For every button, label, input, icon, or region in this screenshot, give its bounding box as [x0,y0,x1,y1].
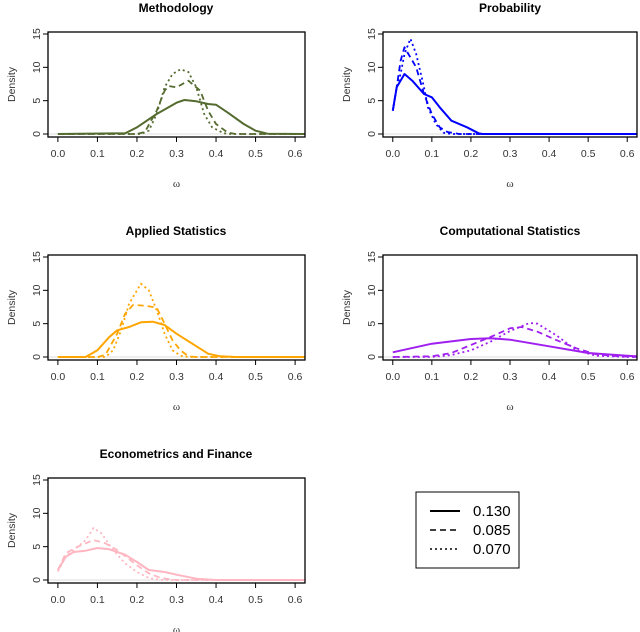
y-tick-label: 10 [31,61,43,73]
panel-applied-statistics: Applied Statistics 0.0 0.1 0.2 0.3 0.4 0.5 0.6 0… [6,224,306,413]
x-tick-label: 0.5 [581,371,596,383]
y-tick-label: 5 [31,98,43,104]
x-tick-label: 0.1 [90,371,105,383]
y-axis-label: Density [6,512,18,548]
density-curve-0.130 [391,73,637,135]
y-tick-label: 10 [366,61,378,73]
y-tick-label: 0 [31,354,43,360]
plot-frame [47,477,306,584]
x-tick-label: 0.5 [248,371,263,383]
x-tick-label: 0.0 [51,594,66,606]
x-tick-label: 0.4 [209,148,224,160]
x-tick-label: 0.2 [464,148,479,160]
x-tick-label: 0.3 [169,148,184,160]
density-curve-0.085 [391,46,637,135]
y-axis-label: Density [6,66,18,102]
legend-label: 0.070 [473,541,511,558]
y-tick-label: 10 [31,507,43,519]
plot-frame [382,254,638,361]
x-tick-label: 0.1 [425,148,440,160]
x-tick-label: 0.2 [130,148,145,160]
y-tick-label: 15 [31,28,43,40]
y-tick-label: 5 [366,321,378,327]
panel-title: Methodology [139,1,214,15]
y-axis-label: Density [6,289,18,325]
x-tick-label: 0.0 [385,148,400,160]
x-tick-label: 0.5 [581,148,596,160]
panel-probability: Probability 0.0 0.1 0.2 0.3 0.4 0.5 0.6 0 5 10 15 De… [341,1,638,190]
x-axis-label: ω [173,624,180,632]
x-tick-label: 0.5 [248,594,263,606]
x-tick-label: 0.1 [90,594,105,606]
density-curve-0.070 [57,527,305,581]
x-tick-label: 0.3 [169,371,184,383]
legend-label: 0.085 [473,522,511,539]
x-tick-label: 0.0 [385,371,400,383]
panel-computational-statistics: Computational Statistics 0.0 0.1 0.2 0.3 0.4 0… [341,224,638,413]
y-tick-label: 0 [31,577,43,583]
y-tick-label: 5 [31,544,43,550]
panel-title: Applied Statistics [126,224,227,238]
density-curve-0.130 [57,320,305,358]
panel-methodology: Methodology 0.0 0.1 0.2 0.3 0.4 0.5 0.6 0 5 10 15 De… [6,1,306,190]
x-tick-label: 0.0 [51,148,66,160]
y-tick-label: 5 [31,321,43,327]
y-tick-label: 5 [366,98,378,104]
density-curve-0.130 [57,99,305,135]
density-curve-0.085 [392,326,637,358]
x-tick-label: 0.2 [130,594,145,606]
y-tick-label: 15 [31,251,43,263]
y-axis-label: Density [341,289,353,325]
x-axis-label: ω [506,401,513,413]
y-axis-label: Density [341,66,353,102]
x-tick-label: 0.0 [51,371,66,383]
x-tick-label: 0.1 [90,148,105,160]
legend: 0.130 0.085 0.070 [415,491,520,569]
y-tick-label: 0 [366,131,378,137]
x-tick-label: 0.1 [425,371,440,383]
density-curve-0.085 [57,539,305,581]
x-tick-label: 0.4 [209,594,224,606]
x-tick-label: 0.5 [248,148,263,160]
density-curve-0.070 [57,68,305,135]
x-tick-label: 0.6 [288,148,303,160]
legend-label: 0.130 [473,503,511,520]
x-tick-label: 0.2 [130,371,145,383]
panel-econometrics-and-finance: Econometrics and Finance 0.0 0.1 0.2 0.3 0.4 0… [6,447,306,632]
x-axis-label: ω [173,401,180,413]
y-tick-label: 15 [366,28,378,40]
density-curve-0.070 [391,37,637,135]
panel-title: Econometrics and Finance [100,447,253,461]
panel-title: Probability [479,1,541,15]
y-tick-label: 10 [31,284,43,296]
x-tick-label: 0.3 [503,148,518,160]
density-curve-0.070 [57,282,305,358]
plot-frame [47,31,306,138]
x-tick-label: 0.6 [620,371,635,383]
x-axis-label: ω [506,178,513,190]
x-tick-label: 0.4 [209,371,224,383]
x-tick-label: 0.6 [620,148,635,160]
x-tick-label: 0.4 [542,148,557,160]
y-tick-label: 15 [31,474,43,486]
y-tick-label: 0 [366,354,378,360]
x-tick-label: 0.2 [464,371,479,383]
y-tick-label: 15 [366,251,378,263]
panel-title: Computational Statistics [440,224,581,238]
density-curve-0.085 [57,304,305,358]
density-curve-0.085 [57,79,305,135]
density-curve-0.130 [57,547,305,581]
x-tick-label: 0.6 [288,594,303,606]
x-tick-label: 0.3 [169,594,184,606]
y-tick-label: 0 [31,131,43,137]
density-curve-0.130 [392,337,637,358]
x-tick-label: 0.6 [288,371,303,383]
x-axis-label: ω [173,178,180,190]
y-tick-label: 10 [366,284,378,296]
x-tick-label: 0.3 [503,371,518,383]
x-tick-label: 0.4 [542,371,557,383]
